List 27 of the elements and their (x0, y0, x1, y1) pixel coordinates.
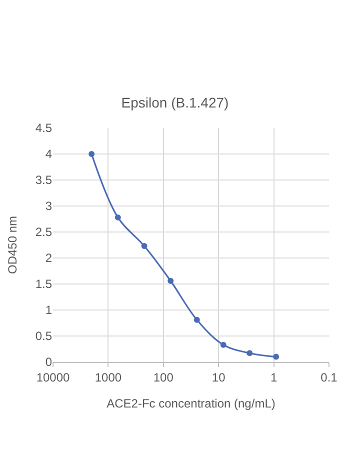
y-tick-label: 0.5 (35, 329, 52, 344)
y-tick-label: 3 (45, 199, 52, 214)
point (114, 214, 121, 220)
point (141, 243, 148, 250)
y-tick-label: 1.5 (35, 277, 52, 292)
point (273, 354, 280, 360)
x-tick-label: 1 (270, 370, 278, 384)
x-tick-label: 100 (153, 370, 174, 384)
y-tick-label: 4.5 (35, 121, 52, 136)
x-tick-label: 10 (212, 370, 226, 384)
x-tick-label: 1000 (94, 370, 122, 384)
y-tick-label: 2 (45, 251, 52, 266)
point (88, 151, 95, 157)
x-axis-title: ACE2-Fc concentration (ng/mL) (106, 396, 276, 410)
x-tick-label: 0.1 (320, 370, 338, 384)
point (220, 342, 226, 348)
y-tick-label: 1 (45, 303, 52, 318)
point (194, 316, 200, 323)
y-tick-label: 4 (45, 147, 52, 162)
y-tick-label: 0 (45, 355, 52, 370)
y-axis-title: OD450 nm (6, 216, 20, 274)
x-tick-label: 10000 (36, 370, 70, 384)
point (246, 350, 253, 356)
chart-title: Epsilon (B.1.427) (121, 94, 229, 110)
y-tick-label: 3.5 (35, 173, 52, 188)
point (168, 278, 174, 284)
y-tick-label: 2.5 (35, 225, 52, 240)
